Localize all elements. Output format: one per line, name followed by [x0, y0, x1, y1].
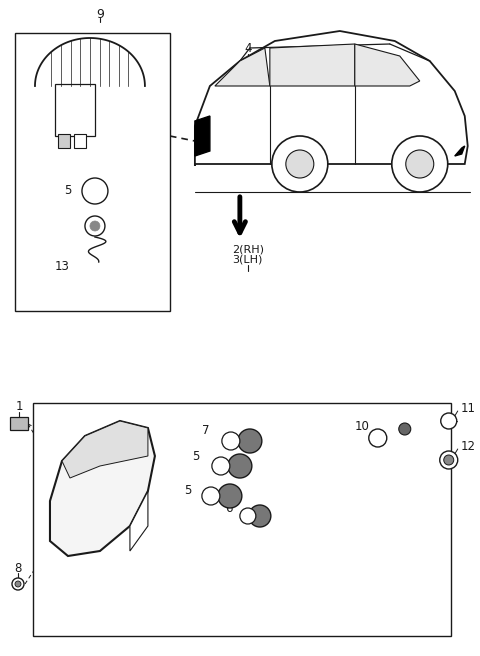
Polygon shape: [215, 48, 270, 86]
Text: 11: 11: [461, 401, 476, 415]
Circle shape: [444, 455, 454, 465]
Text: 3(LH): 3(LH): [233, 255, 263, 265]
Text: 5: 5: [64, 184, 72, 197]
Text: 10: 10: [355, 419, 370, 432]
Circle shape: [222, 432, 240, 450]
Circle shape: [218, 484, 242, 508]
Circle shape: [399, 423, 411, 435]
Circle shape: [440, 451, 458, 469]
Circle shape: [82, 178, 108, 204]
Circle shape: [85, 216, 105, 236]
Polygon shape: [50, 421, 155, 556]
Text: 6: 6: [226, 501, 233, 514]
Bar: [15, 33, 170, 311]
Polygon shape: [195, 31, 468, 166]
Polygon shape: [130, 491, 148, 551]
Bar: [74, 134, 86, 148]
Circle shape: [15, 581, 21, 587]
Bar: [55, 84, 95, 136]
Text: 5: 5: [192, 449, 200, 462]
Circle shape: [369, 429, 387, 447]
Circle shape: [249, 505, 271, 527]
Circle shape: [441, 413, 457, 429]
Circle shape: [90, 221, 100, 231]
Text: 5: 5: [184, 485, 192, 497]
Circle shape: [272, 136, 328, 192]
Circle shape: [212, 457, 230, 475]
Circle shape: [240, 508, 256, 524]
Text: 8: 8: [14, 562, 22, 575]
Text: 12: 12: [461, 440, 476, 453]
Circle shape: [406, 150, 434, 178]
Bar: [58, 134, 70, 148]
Polygon shape: [455, 146, 465, 156]
Text: 13: 13: [55, 260, 70, 272]
Circle shape: [228, 454, 252, 478]
Circle shape: [12, 578, 24, 590]
Circle shape: [392, 136, 448, 192]
Text: 7: 7: [203, 424, 210, 438]
Circle shape: [202, 487, 220, 505]
Text: 4: 4: [244, 43, 252, 56]
Bar: [33, 403, 451, 636]
Polygon shape: [355, 44, 420, 86]
Polygon shape: [62, 421, 148, 478]
Bar: [10, 417, 28, 430]
Polygon shape: [270, 44, 355, 86]
Text: 2(RH): 2(RH): [232, 244, 264, 254]
Polygon shape: [195, 116, 210, 156]
Circle shape: [286, 150, 314, 178]
Circle shape: [238, 429, 262, 453]
Text: 9: 9: [96, 7, 104, 20]
Text: 1: 1: [15, 401, 23, 413]
